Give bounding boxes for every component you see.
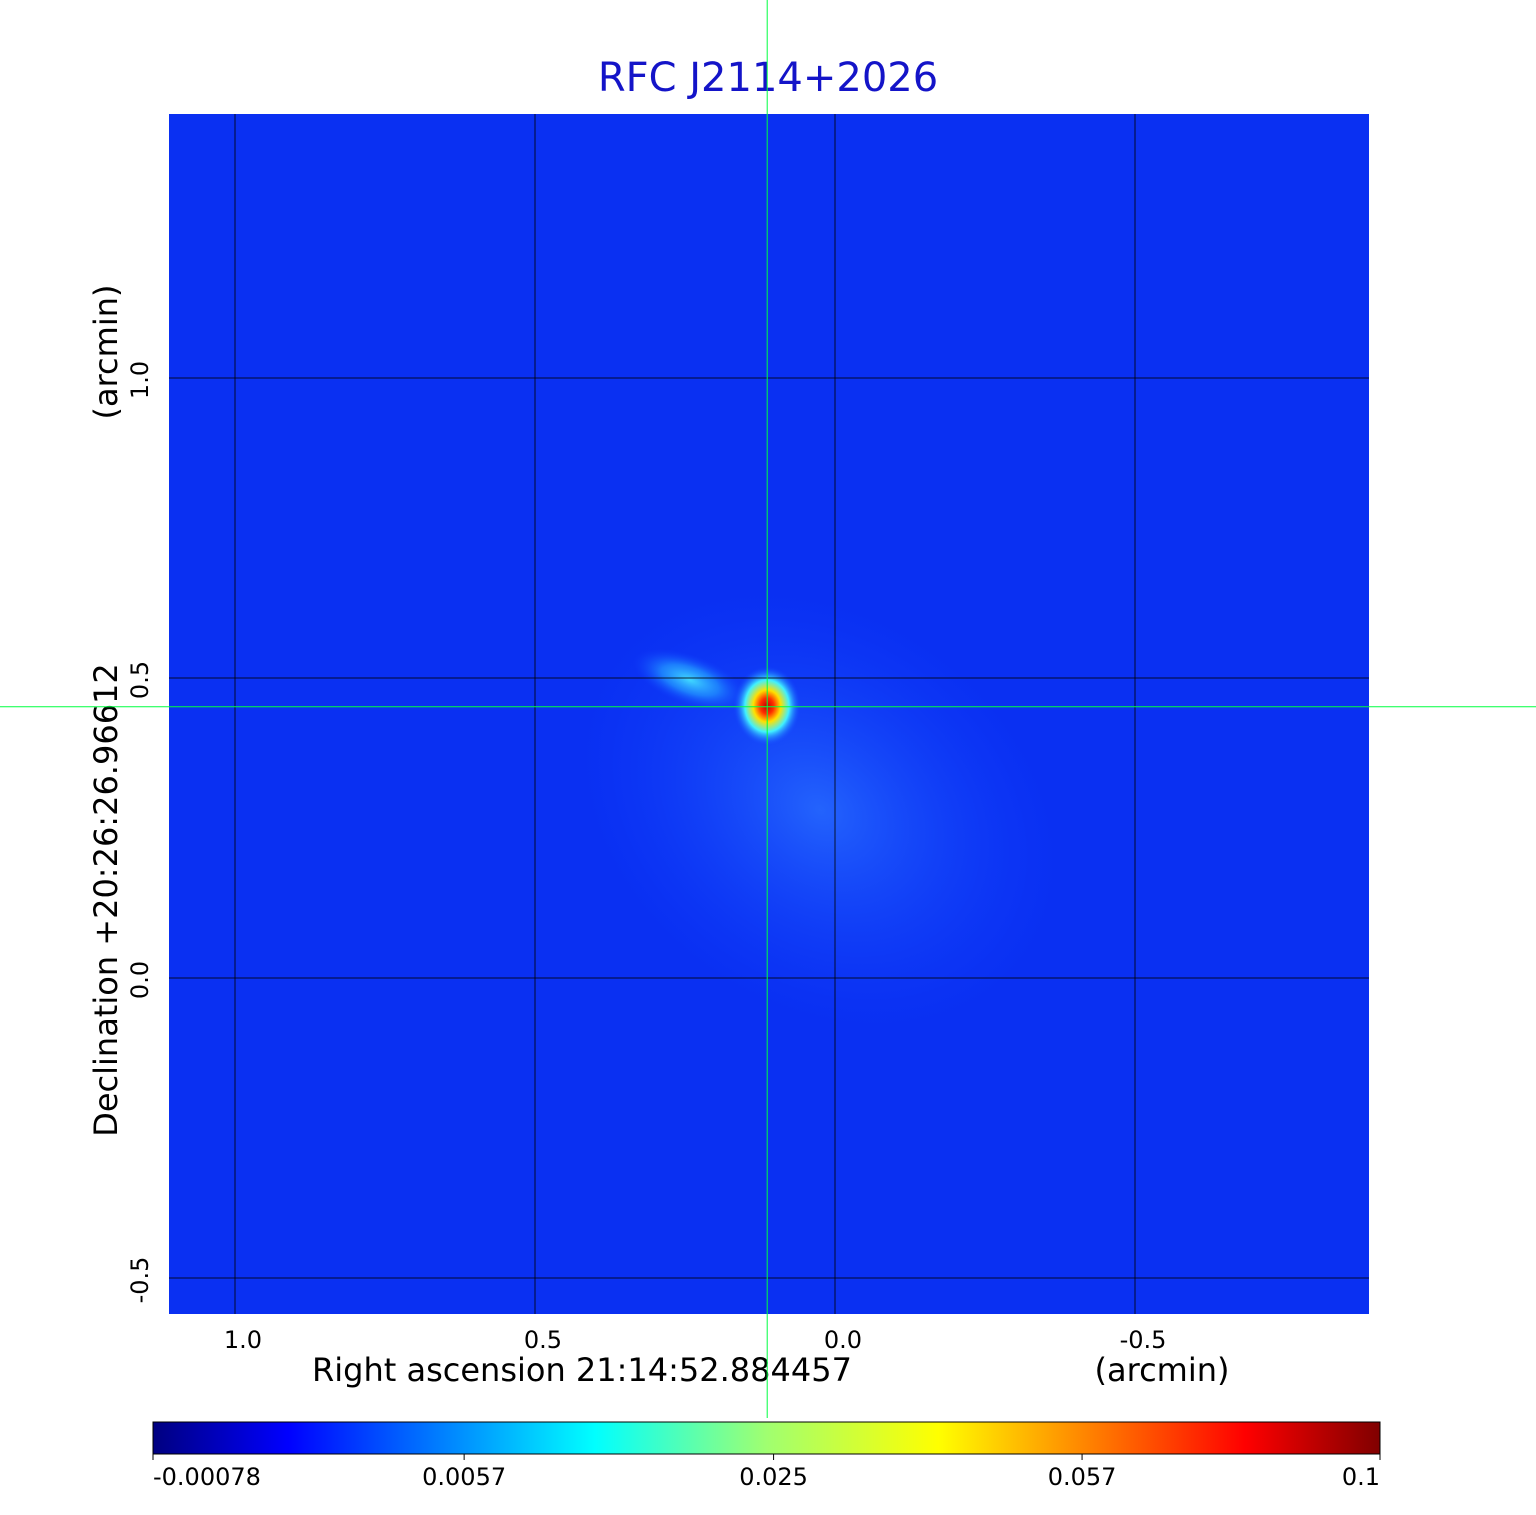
x-tick-label: 1.0 [224,1326,262,1354]
colorbar-tick-label: 0.0057 [422,1463,506,1491]
colorbar-tick-label: 0.025 [739,1463,808,1491]
y-tick-label: 1.0 [126,361,154,399]
x-axis-unit: (arcmin) [1095,1351,1230,1389]
x-tick-label: 0.5 [524,1326,562,1354]
colorbar [152,1421,1381,1455]
x-axis-label: Right ascension 21:14:52.884457 [312,1351,852,1389]
colorbar-tick-label: -0.00078 [153,1463,261,1491]
colorbar-tick-label: 0.057 [1048,1463,1117,1491]
colorbar-tick-label: 0.1 [1342,1463,1380,1491]
y-tick-label: 0.5 [126,661,154,699]
y-tick-label: 0.0 [126,961,154,999]
chart-title: RFC J2114+2026 [598,55,938,101]
y-axis-label: Declination +20:26:26.96612 [87,663,125,1137]
y-axis-unit: (arcmin) [87,285,125,420]
x-tick-label: -0.5 [1120,1326,1167,1354]
image [169,114,1369,1314]
x-tick-label: 0.0 [824,1326,862,1354]
y-tick-label: -0.5 [126,1257,154,1304]
